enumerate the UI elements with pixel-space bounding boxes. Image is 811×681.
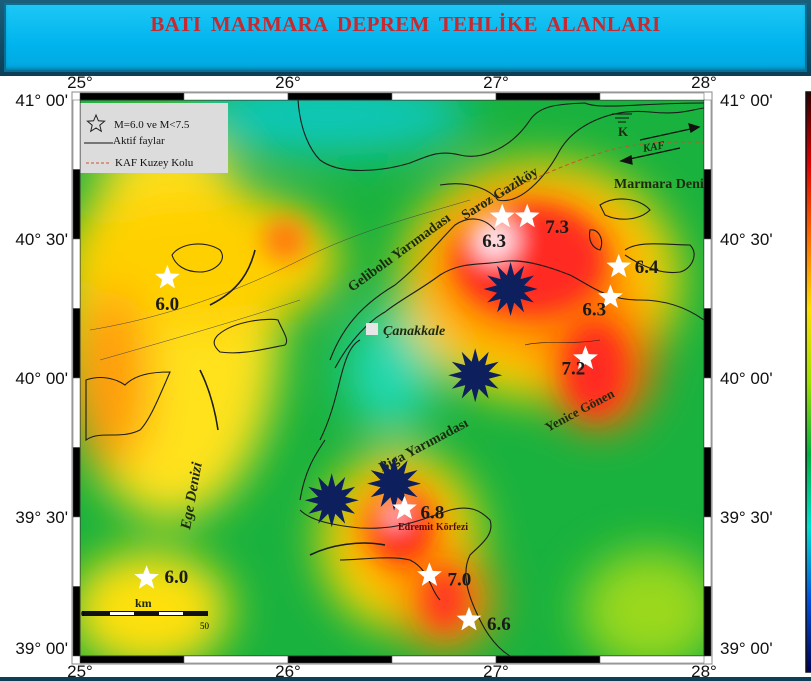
k-symbol-label: K bbox=[618, 124, 629, 139]
magnitude-label: 6.4 bbox=[635, 257, 659, 278]
label-edremit: Edremit Körfezi bbox=[398, 522, 468, 533]
legend-fault-label: Aktif faylar bbox=[113, 135, 165, 147]
earthquake-markers: 6.0 6.3 7.3 6.4 6.3 7.2 6.8 7.0 6.6 6.0 bbox=[134, 203, 659, 635]
color-scale-bar bbox=[805, 91, 811, 673]
scale-end: 50 bbox=[200, 621, 210, 631]
hazard-burst-icon bbox=[304, 473, 359, 528]
lon-label: 25° bbox=[67, 662, 93, 681]
legend-star-label: M=6.0 ve M<7.5 bbox=[114, 119, 190, 131]
kaf-fault-line bbox=[469, 141, 704, 211]
magnitude-label: 6.0 bbox=[155, 294, 179, 315]
map-frame bbox=[71, 91, 713, 665]
legend-star-icon bbox=[86, 113, 106, 133]
lon-label: 27° bbox=[483, 662, 509, 681]
magnitude-label: 7.3 bbox=[545, 217, 569, 238]
earthquake-star-icon bbox=[155, 264, 180, 289]
label-marmara: Marmara Denizi bbox=[614, 177, 714, 192]
kaf-arrows bbox=[619, 123, 701, 165]
earthquake-star-icon bbox=[456, 606, 482, 631]
canakkale-marker bbox=[366, 323, 378, 335]
coastlines bbox=[85, 100, 704, 656]
active-faults bbox=[199, 249, 386, 556]
lon-label: 26° bbox=[275, 662, 301, 681]
magnitude-label: 6.3 bbox=[582, 299, 606, 320]
lat-label: 40° 30' bbox=[720, 230, 773, 249]
hazard-burst-icon bbox=[367, 456, 422, 511]
legend-kaf-label: KAF Kuzey Kolu bbox=[115, 157, 194, 169]
magnitude-label: 7.0 bbox=[447, 569, 471, 590]
lat-label: 40° 00' bbox=[720, 369, 773, 388]
banner-panel: BATI MARMARA DEPREM TEHLİKE ALANLARI bbox=[4, 3, 807, 72]
hazard-burst-icon bbox=[483, 262, 538, 316]
earthquake-star-icon bbox=[134, 565, 159, 589]
legend: M=6.0 ve M<7.5 Aktif faylar KAF Kuzey Ko… bbox=[80, 103, 228, 173]
lon-label: 25° bbox=[67, 73, 93, 92]
earthquake-star-icon bbox=[598, 284, 623, 308]
magnitude-label: 7.2 bbox=[561, 359, 585, 380]
earthquake-star-icon bbox=[417, 562, 442, 586]
lon-label: 28° bbox=[691, 662, 717, 681]
magnitude-label: 6.0 bbox=[165, 567, 189, 588]
lat-label: 40° 00' bbox=[15, 369, 68, 388]
lat-label: 41° 00' bbox=[720, 91, 773, 110]
scale-start: 0 bbox=[81, 610, 85, 618]
axis-labels: 25°25°26°26°27°27°28°28°41° 00' 41° 00'40… bbox=[15, 73, 772, 681]
earthquake-star-icon bbox=[489, 203, 515, 228]
hazard-burst-icon bbox=[448, 348, 503, 403]
lat-label: 39° 00' bbox=[720, 639, 773, 658]
scale-unit: km bbox=[135, 596, 152, 610]
earthquake-star-icon bbox=[514, 203, 540, 228]
lat-label: 39° 30' bbox=[720, 508, 773, 527]
title-banner: BATI MARMARA DEPREM TEHLİKE ALANLARI bbox=[0, 0, 811, 76]
magnitude-label: 6.6 bbox=[487, 614, 511, 635]
label-canakkale: Çanakkale bbox=[383, 324, 445, 339]
earthquake-star-icon bbox=[606, 253, 632, 278]
hazard-surface: K KAF Gelibolu Yarımadası Saroz Gaziköy … bbox=[80, 100, 714, 656]
scale-bar: km 0 50 bbox=[81, 596, 210, 631]
lon-label: 27° bbox=[483, 73, 509, 92]
lon-label: 26° bbox=[275, 73, 301, 92]
lat-label: 39° 00' bbox=[15, 639, 68, 658]
earthquake-star-icon bbox=[573, 345, 598, 370]
kaf-label: KAF bbox=[641, 139, 666, 155]
earthquake-star-icon bbox=[392, 495, 417, 520]
lon-label: 28° bbox=[691, 73, 717, 92]
lat-label: 40° 30' bbox=[15, 230, 68, 249]
slide-border bbox=[0, 677, 811, 681]
hazard-markers bbox=[304, 262, 538, 528]
k-symbol-icon bbox=[612, 113, 632, 123]
lat-label: 41° 00' bbox=[15, 91, 68, 110]
magnitude-label: 6.8 bbox=[420, 503, 444, 524]
lat-label: 39° 30' bbox=[15, 508, 68, 527]
magnitude-label: 6.3 bbox=[482, 231, 506, 252]
page-title: BATI MARMARA DEPREM TEHLİKE ALANLARI bbox=[150, 12, 661, 36]
